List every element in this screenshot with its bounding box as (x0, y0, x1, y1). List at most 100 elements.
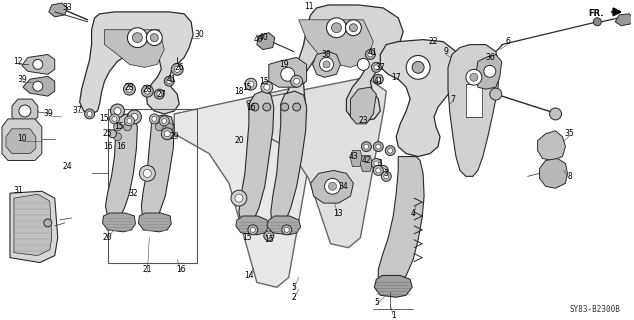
Text: 3: 3 (378, 159, 383, 168)
Text: 25: 25 (103, 129, 112, 138)
Circle shape (281, 68, 295, 81)
Text: 33: 33 (63, 4, 72, 12)
Circle shape (84, 109, 94, 119)
Circle shape (293, 103, 301, 111)
Text: 16: 16 (117, 142, 126, 151)
Polygon shape (239, 91, 274, 226)
Text: 5: 5 (374, 298, 378, 307)
Text: 4: 4 (411, 209, 416, 218)
Polygon shape (351, 151, 363, 166)
Circle shape (162, 118, 167, 123)
Text: 27: 27 (157, 90, 166, 99)
Text: 39: 39 (43, 109, 53, 118)
Text: 6: 6 (505, 37, 510, 46)
Text: 20: 20 (103, 233, 112, 242)
Circle shape (165, 123, 173, 131)
Polygon shape (49, 3, 68, 17)
Text: 15: 15 (242, 233, 252, 242)
Text: 16: 16 (103, 142, 112, 151)
Polygon shape (299, 20, 373, 68)
Polygon shape (257, 33, 275, 50)
Circle shape (406, 55, 430, 79)
Polygon shape (311, 171, 353, 203)
Text: 19: 19 (279, 60, 288, 69)
Polygon shape (267, 216, 301, 235)
Text: 3: 3 (384, 169, 389, 178)
Text: 24: 24 (63, 162, 72, 171)
Circle shape (174, 66, 180, 72)
Circle shape (161, 128, 173, 140)
Circle shape (150, 34, 158, 42)
Text: 17: 17 (391, 73, 401, 82)
Circle shape (365, 50, 375, 60)
Polygon shape (378, 156, 424, 289)
Text: 10: 10 (17, 134, 27, 143)
Circle shape (127, 28, 147, 48)
Text: 18: 18 (234, 87, 243, 96)
Circle shape (127, 118, 132, 123)
Circle shape (470, 73, 478, 81)
Circle shape (320, 58, 333, 71)
Text: 36: 36 (485, 53, 495, 62)
Circle shape (44, 219, 52, 227)
Circle shape (263, 103, 271, 111)
Circle shape (384, 174, 389, 179)
Circle shape (87, 111, 92, 116)
Text: 11: 11 (304, 3, 313, 12)
Text: 29: 29 (169, 132, 179, 141)
Text: 43: 43 (349, 152, 358, 161)
Circle shape (284, 228, 289, 232)
Circle shape (376, 168, 381, 173)
Circle shape (248, 81, 254, 87)
Text: 22: 22 (429, 37, 438, 46)
Text: 41: 41 (166, 75, 176, 84)
Circle shape (245, 78, 257, 90)
Circle shape (261, 81, 273, 93)
Text: 12: 12 (13, 57, 23, 66)
Polygon shape (448, 44, 500, 176)
Polygon shape (23, 76, 55, 96)
Polygon shape (476, 54, 501, 89)
Circle shape (294, 78, 300, 84)
Circle shape (133, 33, 143, 43)
Text: 32: 32 (129, 189, 138, 198)
Text: 42: 42 (361, 156, 371, 165)
Circle shape (150, 114, 159, 124)
Circle shape (143, 169, 152, 177)
Circle shape (124, 116, 134, 126)
Circle shape (33, 81, 43, 91)
Circle shape (110, 104, 124, 118)
Polygon shape (540, 158, 567, 188)
Text: 40: 40 (254, 35, 264, 44)
Text: 37: 37 (375, 63, 385, 72)
Text: 5: 5 (291, 283, 296, 292)
Text: 23: 23 (359, 116, 368, 125)
Text: 31: 31 (13, 186, 23, 195)
Circle shape (235, 194, 243, 202)
Circle shape (346, 20, 361, 36)
Circle shape (250, 228, 256, 232)
Polygon shape (22, 54, 55, 74)
Text: 38: 38 (321, 50, 332, 59)
Polygon shape (105, 30, 164, 68)
Circle shape (114, 108, 121, 115)
Circle shape (378, 165, 388, 175)
Text: 30: 30 (194, 30, 204, 39)
Polygon shape (174, 87, 318, 287)
Circle shape (358, 59, 370, 70)
Polygon shape (615, 14, 633, 26)
Circle shape (33, 60, 43, 69)
Text: 14: 14 (244, 271, 254, 280)
Polygon shape (6, 129, 36, 154)
Circle shape (373, 74, 384, 84)
Bar (466, 84, 482, 117)
Circle shape (139, 165, 155, 181)
Circle shape (291, 75, 302, 87)
Text: 9: 9 (444, 47, 448, 56)
Circle shape (374, 161, 378, 166)
Text: 1: 1 (391, 310, 396, 320)
Circle shape (154, 89, 164, 99)
Circle shape (141, 85, 153, 97)
Text: 16: 16 (176, 265, 186, 274)
Circle shape (231, 190, 247, 206)
